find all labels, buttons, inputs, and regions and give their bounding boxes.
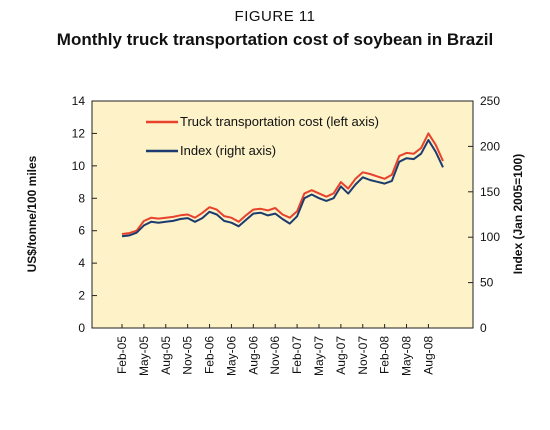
x-tick-label: Feb-05 bbox=[115, 336, 129, 374]
right-tick-label: 0 bbox=[480, 321, 487, 335]
x-tick-label: Aug-07 bbox=[334, 336, 348, 375]
index-series-line bbox=[121, 139, 444, 238]
y-axis-label-left: US$/tonne/100 miles bbox=[25, 155, 39, 272]
x-tick-label: Feb-06 bbox=[203, 336, 217, 374]
left-tick-label: 0 bbox=[78, 321, 85, 335]
series-group bbox=[121, 132, 444, 238]
right-tick-label: 100 bbox=[480, 230, 500, 244]
x-tick-label: May-08 bbox=[400, 336, 414, 376]
x-axis: Feb-05 May-05 Aug-05 Nov-05 Feb-06 May-06 Aug-… bbox=[115, 324, 435, 376]
x-tick-label: May-06 bbox=[224, 336, 238, 376]
left-tick-label: 2 bbox=[78, 289, 85, 303]
chart-title: Monthly truck transportation cost of soy… bbox=[56, 30, 494, 49]
right-tick-label: 150 bbox=[480, 185, 500, 199]
x-tick-label: Nov-07 bbox=[356, 336, 370, 375]
x-tick-label: May-07 bbox=[312, 336, 326, 376]
x-tick-label: May-05 bbox=[137, 336, 151, 376]
figure-label: FIGURE 11 bbox=[234, 8, 316, 25]
y-axis-label-right: Index (Jan 2005=100) bbox=[511, 154, 525, 274]
left-tick-label: 4 bbox=[78, 256, 85, 270]
left-tick-label: 10 bbox=[72, 159, 86, 173]
x-tick-label: Nov-06 bbox=[268, 336, 282, 375]
legend-label: Index (right axis) bbox=[180, 143, 276, 158]
right-axis: 0 50 100 150 200 250 bbox=[468, 94, 500, 335]
x-tick-label: Aug-08 bbox=[421, 336, 435, 375]
x-tick-label: Aug-05 bbox=[159, 336, 173, 375]
legend-label: Truck transportation cost (left axis) bbox=[180, 114, 379, 129]
truck-cost-series-line bbox=[121, 132, 444, 235]
x-tick-label: Nov-05 bbox=[181, 336, 195, 375]
left-axis: 0 2 4 6 8 10 12 14 bbox=[72, 94, 97, 335]
right-tick-label: 50 bbox=[480, 276, 494, 290]
legend: Truck transportation cost (left axis) Ind… bbox=[146, 114, 379, 158]
left-tick-label: 12 bbox=[72, 126, 86, 140]
right-tick-label: 200 bbox=[480, 139, 500, 153]
left-tick-label: 6 bbox=[78, 224, 85, 238]
x-tick-label: Aug-06 bbox=[246, 336, 260, 375]
right-tick-label: 250 bbox=[480, 94, 500, 108]
x-tick-label: Feb-07 bbox=[290, 336, 304, 374]
left-tick-label: 8 bbox=[78, 191, 85, 205]
x-tick-label: Feb-08 bbox=[378, 336, 392, 374]
left-tick-label: 14 bbox=[72, 94, 86, 108]
